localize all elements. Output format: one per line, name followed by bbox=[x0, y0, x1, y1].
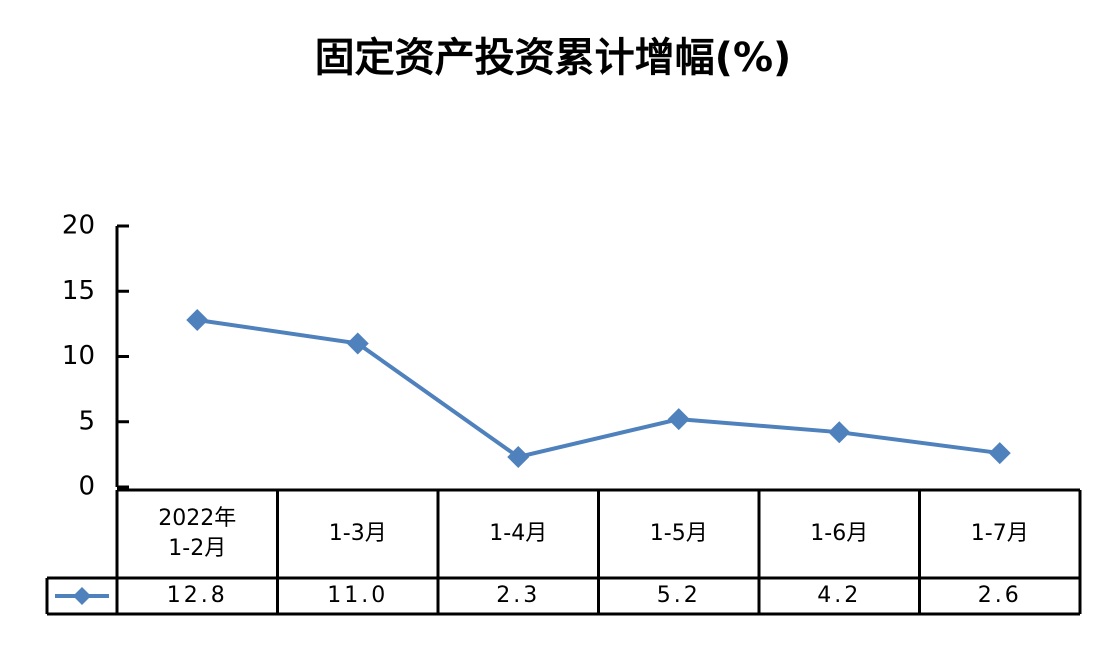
x-tick-label: 1-6月 bbox=[810, 521, 869, 546]
data-label: 4.2 bbox=[817, 583, 862, 608]
x-tick-label: 1-4月 bbox=[489, 521, 548, 546]
x-tick-label: 1-3月 bbox=[328, 521, 387, 546]
y-tick-label: 10 bbox=[62, 341, 95, 371]
chart-title: 固定资产投资累计增幅(%) bbox=[315, 35, 792, 81]
data-point bbox=[828, 421, 851, 444]
data-point bbox=[988, 442, 1011, 465]
y-tick-label: 5 bbox=[78, 406, 95, 436]
data-point bbox=[507, 445, 530, 468]
data-point bbox=[346, 332, 369, 355]
x-tick-label: 2022年 1-2月 bbox=[158, 506, 237, 561]
data-label: 5.2 bbox=[656, 583, 701, 608]
data-point bbox=[667, 408, 690, 431]
data-label: 12.8 bbox=[166, 583, 228, 608]
data-line bbox=[196, 317, 1001, 460]
y-tick-label: 20 bbox=[62, 211, 95, 241]
data-label: 11.0 bbox=[327, 583, 389, 608]
x-tick-label: 1-5月 bbox=[649, 521, 708, 546]
data-point bbox=[186, 308, 209, 331]
legend-marker bbox=[73, 587, 91, 605]
y-tick-label: 15 bbox=[62, 276, 95, 306]
y-tick-label: 0 bbox=[78, 472, 95, 502]
data-label: 2.3 bbox=[496, 583, 541, 608]
x-tick-label: 1-7月 bbox=[970, 521, 1029, 546]
data-label: 2.6 bbox=[977, 583, 1022, 608]
